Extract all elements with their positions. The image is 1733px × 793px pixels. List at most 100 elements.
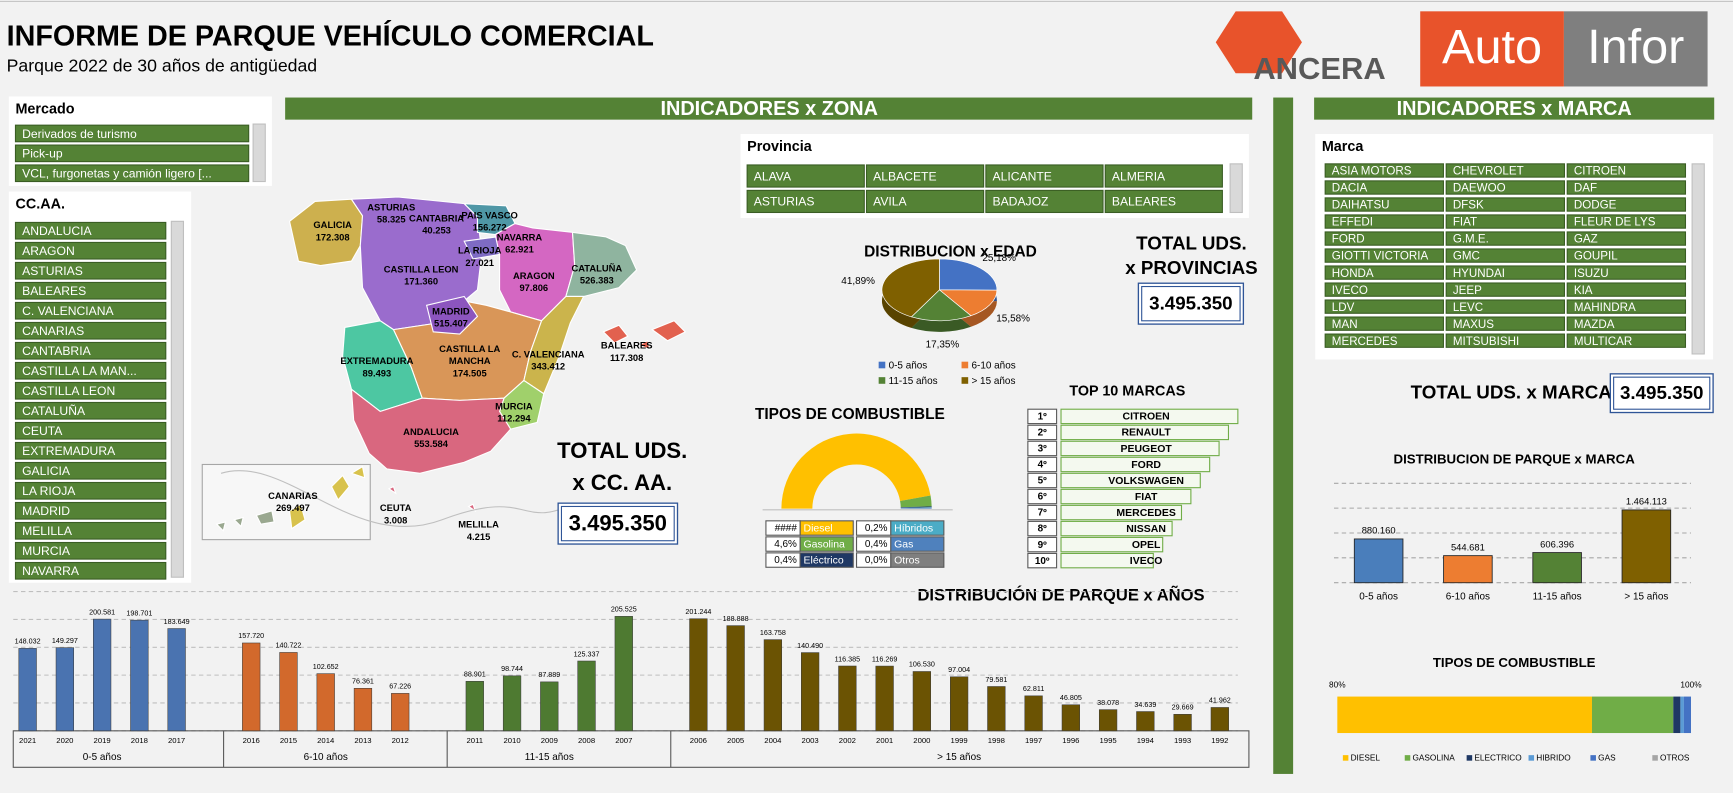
slicer-item-label[interactable]: FORD: [1332, 233, 1365, 246]
slicer-item[interactable]: [14, 361, 167, 380]
slicer-item-label[interactable]: GOUPIL: [1574, 250, 1618, 263]
slicer-item[interactable]: [1566, 231, 1687, 246]
slicer-item[interactable]: [14, 124, 250, 143]
slicer-item[interactable]: [1324, 197, 1444, 212]
slicer-item[interactable]: [1324, 265, 1444, 280]
slicer-item[interactable]: [1445, 214, 1566, 229]
slicer-item[interactable]: [1445, 248, 1566, 263]
slicer-item[interactable]: [1566, 163, 1687, 178]
slicer-item[interactable]: [1566, 265, 1687, 280]
slicer-item-label[interactable]: CANARIAS: [22, 324, 84, 338]
slicer-item[interactable]: [1566, 282, 1687, 297]
slicer-item-label[interactable]: CATALUÑA: [22, 404, 86, 418]
slicer-item[interactable]: [1445, 231, 1566, 246]
slicer-item-label[interactable]: HONDA: [1332, 267, 1374, 280]
slicer-item[interactable]: [1445, 197, 1566, 212]
slicer-item[interactable]: [14, 221, 167, 240]
slicer-item-label[interactable]: CASTILLA LEON: [22, 384, 115, 398]
slicer-item-label[interactable]: ALICANTE: [992, 169, 1051, 183]
slicer-item[interactable]: [1324, 163, 1444, 178]
slicer-item-label[interactable]: MAHINDRA: [1574, 301, 1636, 314]
slicer-item[interactable]: [1324, 299, 1444, 314]
slicer-item-label[interactable]: ASTURIAS: [22, 264, 83, 278]
slicer-item[interactable]: [865, 189, 985, 214]
slicer-item[interactable]: [14, 281, 167, 300]
slicer-item-label[interactable]: GALICIA: [22, 464, 71, 478]
slicer-item-label[interactable]: IVECO: [1332, 284, 1368, 297]
slicer-item-label[interactable]: ASIA MOTORS: [1332, 165, 1412, 178]
slicer-item-label[interactable]: LDV: [1332, 301, 1355, 314]
slicer-item[interactable]: [1566, 197, 1687, 212]
slicer-item-label[interactable]: MAN: [1332, 318, 1358, 331]
slicer-item[interactable]: [1445, 333, 1566, 348]
slicer-item[interactable]: [1324, 316, 1444, 331]
slicer-item-label[interactable]: BALEARES: [22, 284, 86, 298]
slicer-item[interactable]: [14, 164, 250, 183]
slicer-item-label[interactable]: KIA: [1574, 284, 1593, 297]
slicer-item[interactable]: [14, 501, 167, 520]
slicer-item-label[interactable]: MITSUBISHI: [1453, 335, 1519, 348]
slicer-item-label[interactable]: EFFEDI: [1332, 216, 1373, 229]
slicer-item-label[interactable]: AVILA: [873, 195, 907, 209]
slicer-item[interactable]: [14, 401, 167, 420]
slicer-item[interactable]: [1566, 316, 1687, 331]
slicer-item-label[interactable]: CITROEN: [1574, 165, 1626, 178]
slicer-item[interactable]: [1324, 180, 1444, 195]
slicer-item[interactable]: [1445, 316, 1566, 331]
slicer-item[interactable]: [1566, 248, 1687, 263]
slicer-item-label[interactable]: BALEARES: [1112, 195, 1176, 209]
slicer-item-label[interactable]: DAIHATSU: [1332, 199, 1390, 212]
slicer-item[interactable]: [1566, 214, 1687, 229]
slicer-item-label[interactable]: MAZDA: [1574, 318, 1615, 331]
slicer-item[interactable]: [1324, 214, 1444, 229]
slicer-item-label[interactable]: Pick-up: [22, 147, 63, 161]
slicer-item-label[interactable]: ASTURIAS: [754, 195, 815, 209]
slicer-item-label[interactable]: DACIA: [1332, 182, 1368, 195]
slicer-item-label[interactable]: VCL, furgonetas y camión ligero [...: [22, 167, 212, 181]
slicer-item-label[interactable]: DAEWOO: [1453, 182, 1506, 195]
slicer-item-label[interactable]: CHEVROLET: [1453, 165, 1524, 178]
slicer-item[interactable]: [1324, 231, 1444, 246]
slicer-item[interactable]: [14, 561, 167, 580]
slicer-item-label[interactable]: MULTICAR: [1574, 335, 1632, 348]
slicer-item[interactable]: [1104, 164, 1223, 188]
slicer-item[interactable]: [14, 144, 250, 163]
slicer-item-label[interactable]: MADRID: [22, 504, 70, 518]
slicer-item-label[interactable]: NAVARRA: [22, 564, 80, 578]
slicer-item[interactable]: [1445, 265, 1566, 280]
slicer-item-label[interactable]: LA RIOJA: [22, 484, 76, 498]
slicer-item-label[interactable]: JEEP: [1453, 284, 1482, 297]
slicer-item-label[interactable]: ISUZU: [1574, 267, 1609, 280]
slicer-item-label[interactable]: GMC: [1453, 250, 1480, 263]
slicer-item[interactable]: [14, 341, 167, 360]
slicer-item[interactable]: [1445, 163, 1566, 178]
slicer-item-label[interactable]: FIAT: [1453, 216, 1477, 229]
slicer-item[interactable]: [746, 164, 865, 188]
slicer-item-label[interactable]: EXTREMADURA: [22, 444, 116, 458]
slicer-item[interactable]: [1566, 299, 1687, 314]
slicer-item[interactable]: [14, 441, 167, 460]
slicer-item-label[interactable]: CASTILLA LA MAN...: [22, 364, 137, 378]
slicer-item[interactable]: [746, 189, 865, 214]
slicer-item-label[interactable]: GAZ: [1574, 233, 1598, 246]
slicer-item[interactable]: [14, 261, 167, 280]
slicer-item[interactable]: [1104, 189, 1223, 214]
slicer-item-label[interactable]: MERCEDES: [1332, 335, 1398, 348]
slicer-item-label[interactable]: DAF: [1574, 182, 1597, 195]
slicer-item-label[interactable]: ANDALUCIA: [22, 224, 92, 238]
slicer-item-label[interactable]: Derivados de turismo: [22, 127, 137, 141]
slicer-item[interactable]: [14, 481, 167, 500]
slicer-item-label[interactable]: MAXUS: [1453, 318, 1494, 331]
slicer-item-label[interactable]: DFSK: [1453, 199, 1484, 212]
slicer-item-label[interactable]: FLEUR DE LYS: [1574, 216, 1656, 229]
slicer-item-label[interactable]: ARAGON: [22, 244, 75, 258]
slicer-item-label[interactable]: ALMERIA: [1112, 169, 1166, 183]
slicer-item-label[interactable]: ALBACETE: [873, 169, 936, 183]
slicer-item[interactable]: [14, 421, 167, 440]
slicer-item-label[interactable]: BADAJOZ: [992, 195, 1049, 209]
slicer-item[interactable]: [865, 164, 985, 188]
slicer-item[interactable]: [985, 164, 1104, 188]
slicer-item-label[interactable]: CEUTA: [22, 424, 63, 438]
slicer-item[interactable]: [1324, 248, 1444, 263]
slicer-item-label[interactable]: LEVC: [1453, 301, 1483, 314]
